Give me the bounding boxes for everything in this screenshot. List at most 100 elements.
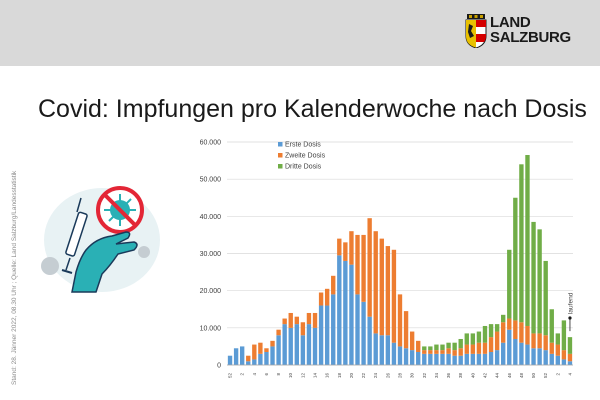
bar-segment (318, 292, 324, 306)
x-tick-label: 38 (458, 373, 463, 378)
x-tick-label: 20 (349, 373, 354, 378)
bar-segment (409, 350, 415, 365)
bar-segment (343, 242, 348, 261)
bar-segment (282, 324, 287, 365)
bar-segment (337, 255, 342, 365)
bar-segment (409, 331, 415, 351)
x-tick-label: 42 (482, 373, 487, 378)
bar-segment (501, 322, 506, 343)
bar-segment (446, 353, 451, 365)
bar-segment (355, 294, 360, 365)
x-tick-label: 4 (252, 373, 257, 376)
bar-segment (494, 331, 500, 351)
bar-segment (476, 353, 482, 365)
x-tick-label: 32 (422, 373, 427, 378)
x-tick-label: 30 (410, 373, 415, 378)
x-tick-label: 40 (470, 373, 475, 378)
bar-segment (446, 348, 451, 354)
bar-segment (446, 342, 451, 349)
bar-segment (452, 342, 457, 351)
bar-segment (434, 353, 439, 365)
x-tick-label: 52 (228, 373, 233, 378)
bar-segment (331, 294, 336, 365)
vaccination-chart: 0 10.000 20.000 30.000 40.000 50.000 60.000 52… (200, 140, 575, 379)
bar-segment (494, 350, 500, 365)
virus-crossed-icon (96, 186, 144, 234)
bar-segment (361, 234, 366, 302)
vaccination-illustration (41, 186, 160, 293)
bar-segment (543, 335, 548, 351)
bar-segment (555, 355, 561, 365)
y-tick-label: 20.000 (200, 288, 222, 295)
bar-segment (349, 231, 354, 265)
legend-label: Dritte Dosis (285, 164, 322, 171)
legend: Erste Dosis Zweite Dosis Dritte Dosis (278, 142, 326, 171)
bar-segment (549, 309, 554, 343)
bar-segment (276, 335, 281, 365)
bar-segment (470, 333, 476, 345)
bar-segment (361, 301, 366, 365)
bar-segment (324, 288, 330, 306)
bar-segment (367, 218, 372, 317)
bar-segment (531, 221, 536, 334)
bar-segment (343, 260, 348, 365)
bar-segment (555, 344, 561, 356)
bar-segment (288, 312, 293, 328)
x-tick-label: 28 (398, 373, 403, 378)
bar-segment (288, 327, 293, 365)
x-tick-label: 8 (276, 373, 281, 376)
x-tick-label: 12 (300, 373, 305, 378)
bar-segment (264, 351, 269, 365)
bar-segment (428, 346, 433, 351)
source-note: Stand: 28. Jänner 2022, 08.30 Uhr ; Quel… (11, 170, 18, 385)
bar-segment (470, 353, 476, 365)
bar-segment (422, 350, 427, 354)
bar-segment (464, 353, 469, 365)
bar-segment (422, 346, 427, 351)
x-tick-label: 18 (337, 373, 342, 378)
bar-segment (519, 322, 524, 343)
bar-segment (476, 331, 482, 343)
bar-segment (567, 361, 573, 365)
bar-segment (476, 342, 482, 354)
bar-segment (227, 355, 233, 365)
bar-segment (513, 338, 518, 365)
bar-segment (306, 312, 312, 325)
bar-segment (300, 335, 306, 365)
logo-line-land: LAND (490, 14, 531, 31)
bar-segment (294, 316, 299, 325)
y-tick-label: 10.000 (200, 325, 222, 332)
bar-segment (270, 340, 275, 347)
bar-segment (397, 346, 403, 365)
header-band (0, 0, 600, 66)
bar-segment (470, 344, 476, 354)
bar-segment (300, 322, 306, 336)
x-tick-label: 16 (325, 373, 330, 378)
bar-segment (555, 333, 561, 345)
x-tick-label: 22 (361, 373, 366, 378)
bar-segment (507, 329, 512, 365)
legend-label: Erste Dosis (285, 142, 321, 149)
bar-segment (252, 344, 257, 360)
logo-wordmark: LAND SALZBURG (490, 15, 571, 45)
bar-segment (513, 197, 518, 321)
annotation: laufend (567, 292, 574, 332)
syringe-icon (61, 197, 88, 274)
bar-segment (525, 344, 530, 365)
bar-segment (294, 324, 299, 365)
bar-segment (482, 353, 488, 365)
bar-segment (428, 350, 433, 354)
x-tick-label: 48 (519, 373, 524, 378)
bar-segment (440, 353, 445, 365)
x-tick-label: 24 (373, 373, 378, 378)
x-tick-label: 26 (385, 373, 390, 378)
bar-segment (519, 164, 524, 323)
x-tick-label: 10 (288, 373, 293, 378)
y-tick-label: 0 (217, 363, 221, 370)
bar-segment (258, 353, 263, 365)
bar-segment (507, 249, 512, 319)
x-tick-label: 44 (495, 373, 500, 378)
bar-segment (561, 320, 567, 351)
virus-grey-icon (41, 246, 150, 275)
bar-segment (379, 238, 384, 336)
